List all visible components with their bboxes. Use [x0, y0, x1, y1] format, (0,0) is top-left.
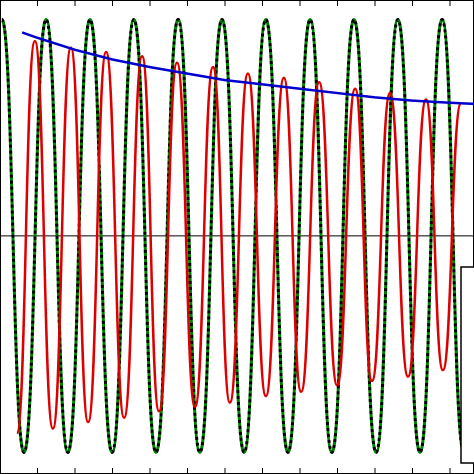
line-series [21, 31, 474, 106]
legend-box [460, 266, 474, 464]
line-series [15, 39, 463, 435]
